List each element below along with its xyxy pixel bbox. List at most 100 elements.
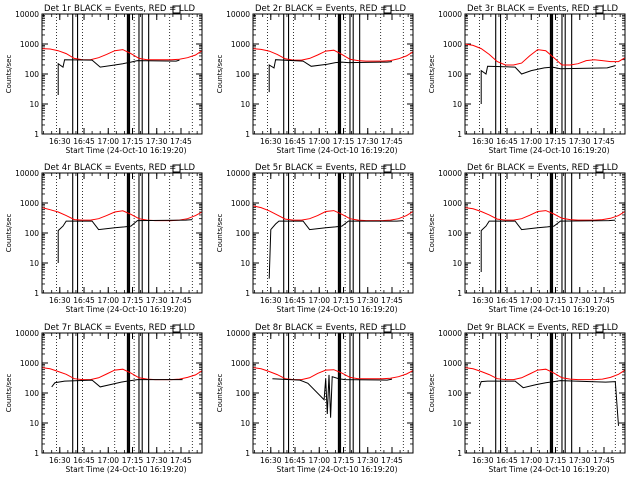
x-tick-label: 16:30 (472, 456, 494, 465)
y-axis-label: Counts/sec (5, 214, 13, 253)
panel-title: Det 7r (44, 323, 71, 333)
series-lld-line (252, 205, 414, 222)
y-tick-label: 10 (452, 100, 462, 109)
x-tick-label: 17:30 (357, 456, 379, 465)
y-tick-label: 10 (240, 100, 250, 109)
y-tick-label: 10000 (438, 329, 462, 338)
x-tick-label: 17:45 (381, 137, 403, 146)
plot-frame (464, 332, 626, 454)
x-tick-label: 16:45 (284, 456, 306, 465)
y-tick-label: 100 (25, 389, 40, 398)
x-axis-label: Start Time (24-Oct-10 16:19:20) (488, 305, 609, 314)
panel-det-7: Det 7r BLACK = Events, RED = LLD Counts/se… (5, 323, 203, 474)
x-tick-label: 16:45 (496, 137, 518, 146)
plot-frame (41, 332, 203, 454)
series-events-line (479, 380, 619, 426)
x-tick-label: 16:45 (73, 137, 95, 146)
y-tick-label: 10 (29, 100, 39, 109)
panel-title: Det 1r (44, 4, 71, 14)
legend-box (383, 164, 392, 173)
y-tick-label: 10 (452, 419, 462, 428)
legend-box (595, 164, 604, 173)
x-axis-label: Start Time (24-Oct-10 16:19:20) (65, 305, 186, 314)
series-lld-line (252, 48, 414, 62)
x-tick-label: 17:00 (97, 137, 119, 146)
x-tick-label: 17:00 (520, 296, 542, 305)
x-tick-label: 17:45 (381, 296, 403, 305)
legend-text: BLACK = Events, RED = LLD (497, 4, 618, 14)
legend-text: BLACK = Events, RED = LLD (497, 323, 618, 333)
y-axis-label: Counts/sec (216, 55, 224, 94)
x-tick-label: 16:30 (260, 137, 282, 146)
legend-text: BLACK = Events, RED = LLD (497, 163, 618, 173)
x-tick-label: 17:00 (308, 137, 330, 146)
x-axis-label: Start Time (24-Oct-10 16:19:20) (65, 146, 186, 155)
x-axis-label: Start Time (24-Oct-10 16:19:20) (276, 305, 397, 314)
x-tick-label: 16:45 (496, 456, 518, 465)
y-tick-label: 1000 (443, 199, 462, 208)
series-events-line (268, 59, 393, 93)
series-lld-line (464, 367, 626, 381)
y-tick-label: 1 (34, 289, 39, 298)
x-tick-label: 17:15 (333, 456, 355, 465)
x-tick-label: 17:15 (333, 296, 355, 305)
x-axis-label: Start Time (24-Oct-10 16:19:20) (488, 465, 609, 474)
y-tick-label: 100 (236, 70, 251, 79)
y-tick-label: 10 (29, 259, 39, 268)
y-tick-label: 100 (236, 389, 251, 398)
x-tick-label: 16:45 (284, 296, 306, 305)
y-tick-label: 1000 (231, 40, 250, 49)
y-tick-label: 10000 (438, 169, 462, 178)
y-tick-label: 1 (245, 449, 250, 458)
y-tick-label: 10000 (226, 169, 250, 178)
y-tick-label: 10000 (226, 329, 250, 338)
panel-det-4: Det 4r BLACK = Events, RED = LLD Counts/se… (5, 163, 203, 314)
series-lld-line (464, 207, 626, 221)
series-events-line (272, 374, 393, 418)
y-tick-label: 10 (29, 419, 39, 428)
legend-box (383, 5, 392, 14)
plot-frame (252, 13, 414, 135)
y-tick-label: 100 (25, 229, 40, 238)
series-lld-line (41, 207, 203, 222)
x-tick-label: 17:00 (520, 456, 542, 465)
y-tick-label: 10000 (15, 169, 39, 178)
y-axis-label: Counts/sec (428, 55, 436, 94)
legend-text: BLACK = Events, RED = LLD (74, 163, 195, 173)
panel-det-2: Det 2r BLACK = Events, RED = LLD Counts/se… (216, 4, 414, 155)
x-axis-label: Start Time (24-Oct-10 16:19:20) (276, 465, 397, 474)
panel-title: Det 5r (255, 163, 282, 173)
legend-text: BLACK = Events, RED = LLD (74, 323, 195, 333)
x-tick-label: 16:45 (73, 456, 95, 465)
y-tick-label: 10 (452, 259, 462, 268)
x-tick-label: 17:45 (593, 296, 615, 305)
series-lld-line (41, 367, 203, 381)
x-axis-label: Start Time (24-Oct-10 16:19:20) (276, 146, 397, 155)
x-tick-label: 17:30 (569, 456, 591, 465)
y-tick-label: 1000 (443, 359, 462, 368)
y-tick-label: 1000 (231, 199, 250, 208)
x-tick-label: 16:30 (49, 296, 71, 305)
y-tick-label: 1 (245, 289, 250, 298)
x-tick-label: 17:00 (97, 456, 119, 465)
y-tick-label: 100 (448, 389, 463, 398)
x-tick-label: 17:00 (520, 137, 542, 146)
x-tick-label: 17:15 (122, 456, 144, 465)
x-tick-label: 16:30 (260, 456, 282, 465)
x-tick-label: 17:15 (333, 137, 355, 146)
y-tick-label: 1 (245, 130, 250, 139)
y-tick-label: 1000 (20, 359, 39, 368)
panel-title: Det 3r (467, 4, 494, 14)
panel-det-6: Det 6r BLACK = Events, RED = LLD Counts/se… (428, 163, 626, 314)
legend-box (172, 324, 181, 333)
y-axis-label: Counts/sec (216, 374, 224, 413)
y-tick-label: 10000 (438, 10, 462, 19)
x-tick-label: 16:30 (49, 137, 71, 146)
series-events-line (57, 219, 193, 263)
series-events-line (480, 65, 616, 104)
x-tick-label: 17:15 (545, 137, 567, 146)
panel-det-3: Det 3r BLACK = Events, RED = LLD Counts/se… (428, 4, 626, 155)
y-tick-label: 1000 (20, 199, 39, 208)
y-tick-label: 1000 (231, 359, 250, 368)
x-axis-label: Start Time (24-Oct-10 16:19:20) (488, 146, 609, 155)
